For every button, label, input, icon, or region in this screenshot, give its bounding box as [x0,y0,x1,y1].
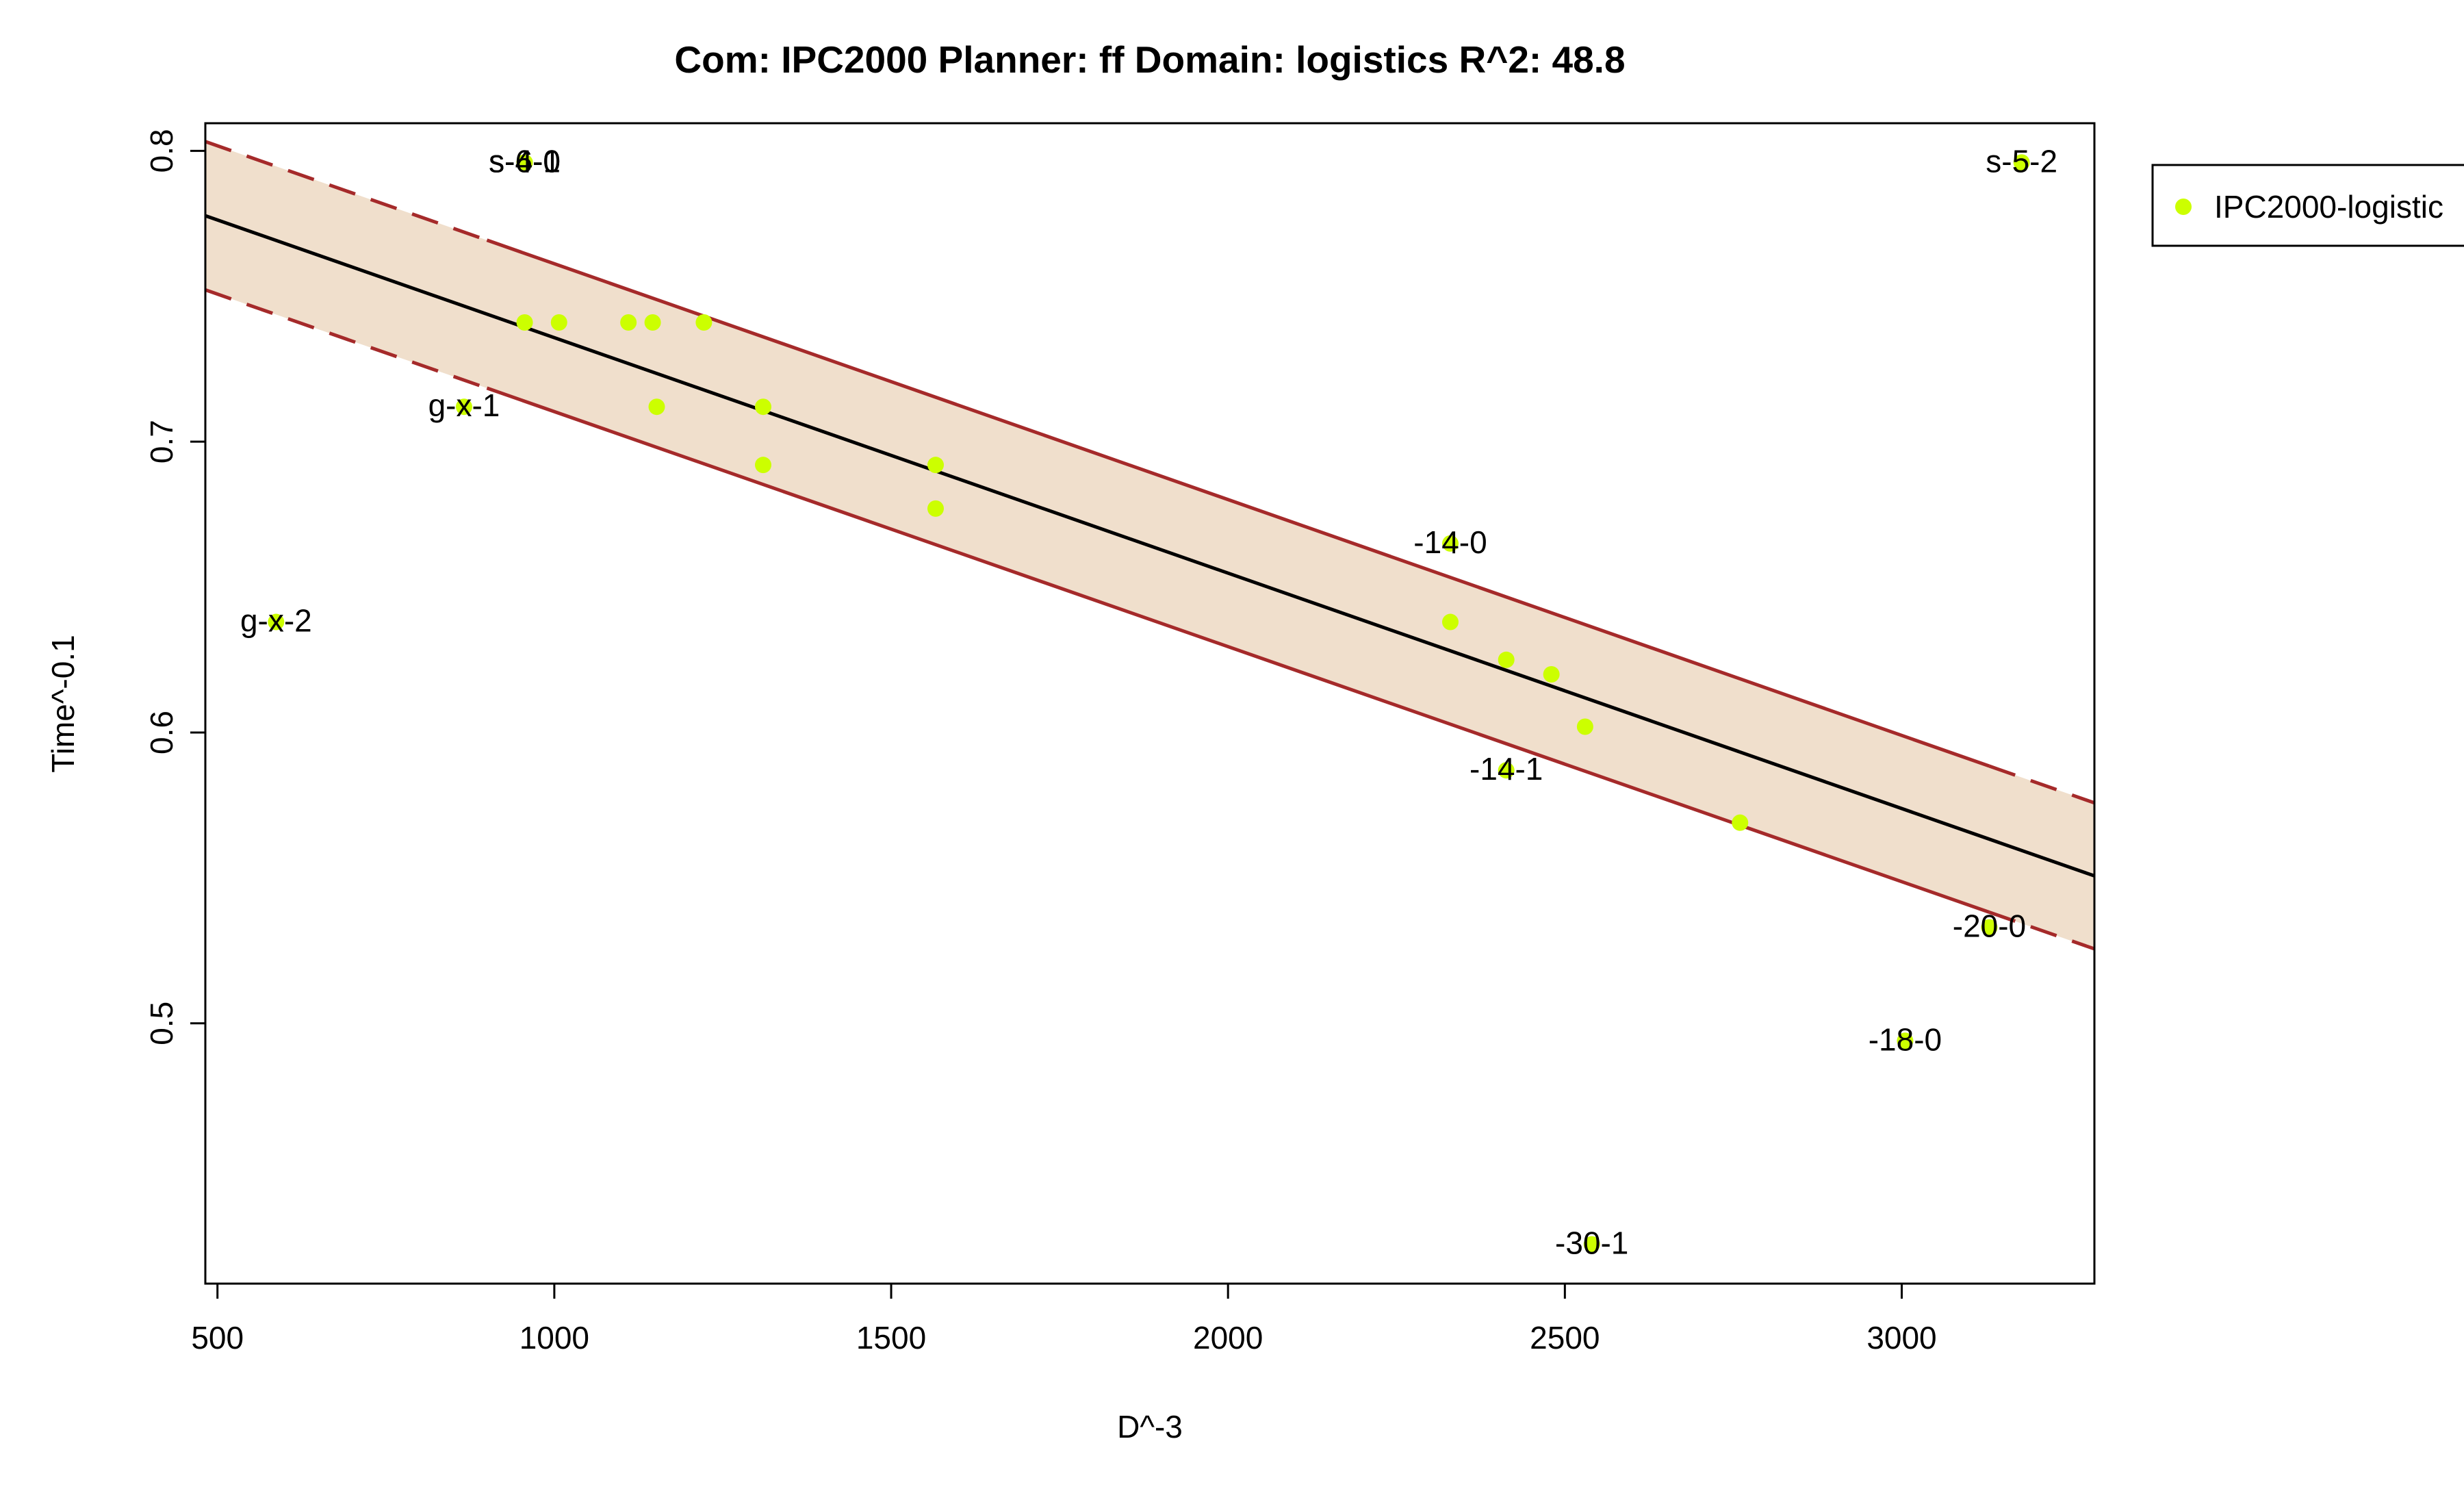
data-point [695,314,713,331]
data-point [1543,666,1560,683]
data-point [1498,651,1515,668]
band-upper-line [1988,764,2095,805]
data-point [1732,814,1749,831]
point-label: g-x-2 [240,603,312,639]
data-point [1442,535,1459,552]
x-axis-label: D^-3 [1117,1409,1183,1445]
y-tick-label: 0.7 [144,420,179,463]
data-point [455,398,472,416]
band-upper-line [486,238,1990,768]
y-tick-label: 0.8 [144,129,179,173]
data-point [1576,718,1593,735]
x-tick-label: 500 [191,1320,244,1356]
legend-marker [2175,199,2192,215]
data-point [620,314,637,331]
x-tick-label: 1000 [519,1320,589,1356]
data-point [927,457,944,474]
data-point [2013,154,2030,171]
band-lower-line [205,288,488,390]
y-axis: 0.5 0.6 0.7 0.8 [144,129,207,1045]
data-point [516,314,533,331]
point-label: -30-1 [1555,1225,1628,1261]
data-point [648,398,665,416]
x-axis: 500 1000 1500 2000 2500 3000 [191,1282,1937,1356]
x-tick-label: 2500 [1530,1320,1600,1356]
band-lower-line [1988,911,2095,951]
point-label: g-x-1 [428,387,500,423]
y-tick-label: 0.6 [144,711,179,754]
point-label: -14-1 [1470,751,1543,787]
y-axis-label: Time^-0.1 [45,635,81,772]
fit-line [205,214,2095,878]
point-label: -18-0 [1869,1021,1942,1057]
point-label: s-6-0 [489,143,561,179]
data-points [268,154,2030,1253]
data-point [755,398,772,416]
x-tick-label: 2000 [1193,1320,1263,1356]
data-point [1498,762,1515,779]
data-point [644,314,661,331]
legend: IPC2000-logistic [2151,164,2464,247]
data-point [1442,613,1459,631]
y-tick-label: 0.5 [144,1002,179,1045]
band-lower-line [486,386,1990,914]
point-label: s-5-2 [1986,143,2057,179]
data-point [1981,919,1998,936]
point-label: s-4-1 [489,143,561,179]
point-labels: g-x-2 g-x-1 s-6-0s-4-1s-4-0 -14-0 -14-1 -20-0… [240,143,2057,1260]
data-point [927,500,944,517]
point-label: -20-0 [1953,908,2026,944]
point-label: s-4-0 [489,143,561,179]
x-tick-label: 1500 [856,1320,926,1356]
data-point [755,457,772,474]
x-tick-label: 3000 [1866,1320,1936,1356]
data-point [1897,1032,1914,1049]
band-upper-line [205,140,488,242]
point-label: -14-0 [1413,524,1487,560]
data-point [268,613,285,631]
legend-label: IPC2000-logistic [2214,189,2443,225]
data-point [550,314,567,331]
chart-title: Com: IPC2000 Planner: ff Domain: logisti… [674,38,1625,81]
legend-box [2151,164,2464,247]
data-point [516,154,533,171]
regression-line [205,214,2095,878]
data-point [1583,1236,1600,1253]
